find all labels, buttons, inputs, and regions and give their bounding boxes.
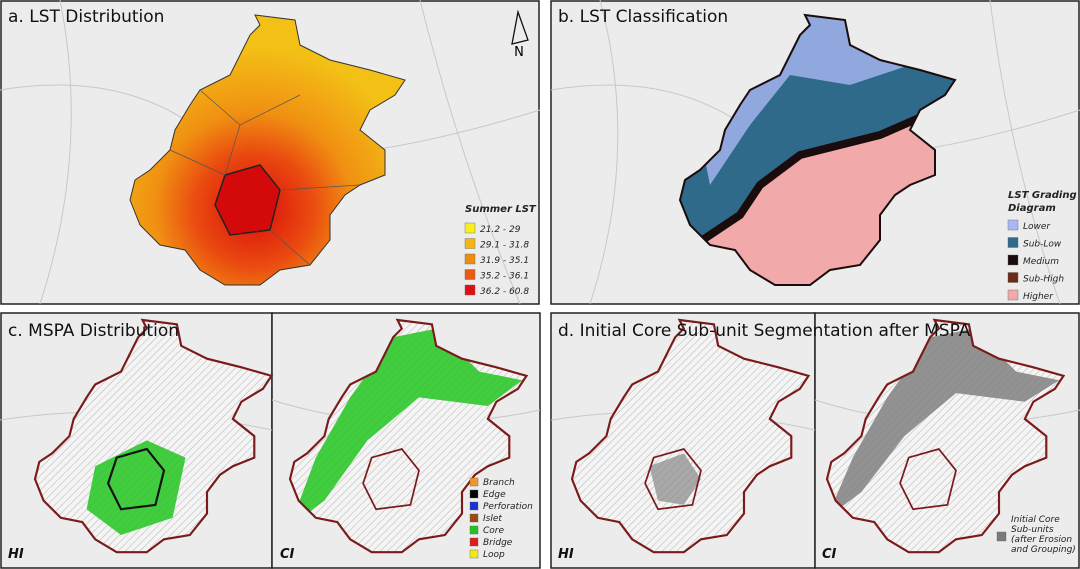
legend-swatch (464, 253, 476, 265)
legend-swatch (1007, 289, 1019, 301)
map-label: HI (558, 547, 574, 562)
legend-swatch (1007, 254, 1019, 266)
legend-label: (after Erosion (1011, 535, 1072, 545)
core-map-ci (825, 318, 1065, 554)
legend-title: LST Grading (1008, 190, 1077, 201)
lst-map (129, 14, 406, 286)
legend-label: Sub-High (1023, 275, 1064, 285)
map-label: HI (8, 547, 24, 562)
legend-swatch (1007, 219, 1019, 231)
legend-swatch (469, 477, 479, 487)
legend-label: Loop (483, 550, 505, 560)
legend-label: 29.1 - 31.8 (480, 241, 529, 251)
panel-title: c. MSPA Distribution (8, 321, 179, 341)
legend-label: Core (483, 526, 504, 536)
mspa-map-ci (288, 318, 528, 554)
legend-label: 31.9 - 35.1 (480, 256, 529, 266)
legend-swatch (464, 284, 476, 296)
legend-label: 21.2 - 29 (480, 225, 521, 235)
legend-swatch (469, 537, 479, 547)
legend-label: Higher (1023, 292, 1054, 302)
mspa-map-hi (33, 318, 273, 554)
legend-label: Branch (483, 478, 515, 488)
legend-label: Islet (483, 514, 502, 524)
north-label: N (514, 45, 524, 60)
north-arrow (511, 9, 529, 45)
panel-title: a. LST Distribution (8, 7, 164, 27)
legend-label: Bridge (483, 538, 513, 548)
legend-label: Perforation (483, 502, 533, 512)
legend-swatch (464, 222, 476, 234)
legend-swatch (464, 238, 476, 249)
map-label: CI (280, 547, 295, 562)
map-label: CI (822, 547, 837, 562)
legend-swatch (469, 489, 479, 499)
legend-label: Sub-Low (1023, 240, 1062, 250)
panel-title: d. Initial Core Sub-unit Segmentation af… (558, 321, 971, 341)
legend-swatch (464, 269, 476, 280)
legend-swatch (996, 531, 1007, 542)
legend-title: Diagram (1008, 203, 1056, 214)
legend-swatch (469, 501, 479, 511)
legend-title: Summer LST (465, 204, 537, 215)
panel-title: b. LST Classification (558, 7, 728, 27)
legend-label: and Grouping) (1011, 545, 1076, 555)
legend-swatch (469, 525, 479, 535)
legend-label: Medium (1023, 257, 1059, 267)
legend-label: Sub-units (1011, 525, 1054, 535)
legend-swatch (1007, 237, 1019, 248)
legend-label: 35.2 - 36.1 (480, 272, 529, 282)
legend-label: Initial Core (1011, 515, 1060, 525)
legend-swatch (469, 549, 479, 559)
core-map-hi (570, 318, 810, 554)
legend-label: 36.2 - 60.8 (480, 287, 529, 297)
legend-swatch (1007, 272, 1019, 283)
legend-label: Edge (483, 490, 506, 500)
legend-swatch (469, 513, 479, 523)
legend-label: Lower (1023, 222, 1051, 232)
